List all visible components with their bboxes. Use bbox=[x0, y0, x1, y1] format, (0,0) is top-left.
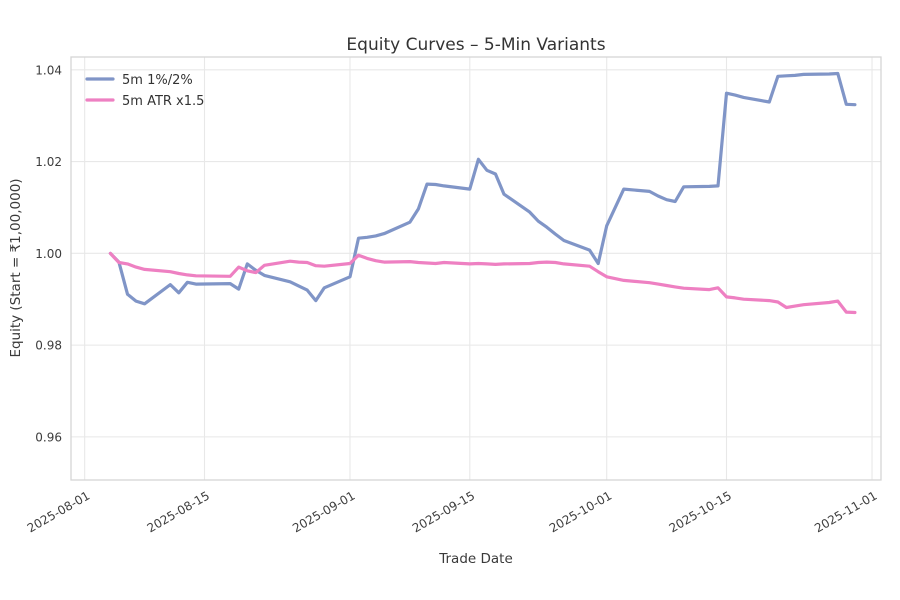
series-line-5m-atr-x1-5 bbox=[108, 251, 857, 315]
y-tick-label: 0.96 bbox=[35, 430, 62, 444]
y-tick-label: 0.98 bbox=[35, 339, 62, 353]
legend-label-1: 5m ATR x1.5 bbox=[122, 94, 204, 109]
y-tick-label: 1.00 bbox=[35, 247, 62, 261]
x-tick-label: 2025-08-15 bbox=[145, 488, 212, 535]
plot-area bbox=[71, 57, 881, 480]
x-tick-label: 2025-10-01 bbox=[547, 488, 614, 535]
x-tick-label: 2025-09-01 bbox=[290, 488, 357, 535]
x-tick-label: 2025-09-15 bbox=[410, 488, 477, 535]
y-axis-label: Equity (Start = ₹1,00,000) bbox=[8, 178, 24, 357]
series-layer bbox=[108, 71, 857, 315]
legend-label-0: 5m 1%/2% bbox=[122, 73, 193, 88]
legend: 5m 1%/2% 5m ATR x1.5 bbox=[85, 73, 204, 109]
x-tick-label: 2025-08-01 bbox=[25, 488, 92, 535]
series-line-5m-1pct-2pct bbox=[108, 71, 857, 306]
plot-spines bbox=[70, 56, 882, 481]
x-tick-label: 2025-11-01 bbox=[812, 488, 879, 535]
y-tick-label: 1.02 bbox=[35, 155, 62, 169]
grid-layer bbox=[71, 57, 881, 480]
y-tick-label: 1.04 bbox=[35, 63, 62, 77]
x-axis-label: Trade Date bbox=[438, 551, 513, 567]
x-tick-label: 2025-10-15 bbox=[667, 488, 734, 535]
chart-title: Equity Curves – 5-Min Variants bbox=[346, 35, 605, 55]
